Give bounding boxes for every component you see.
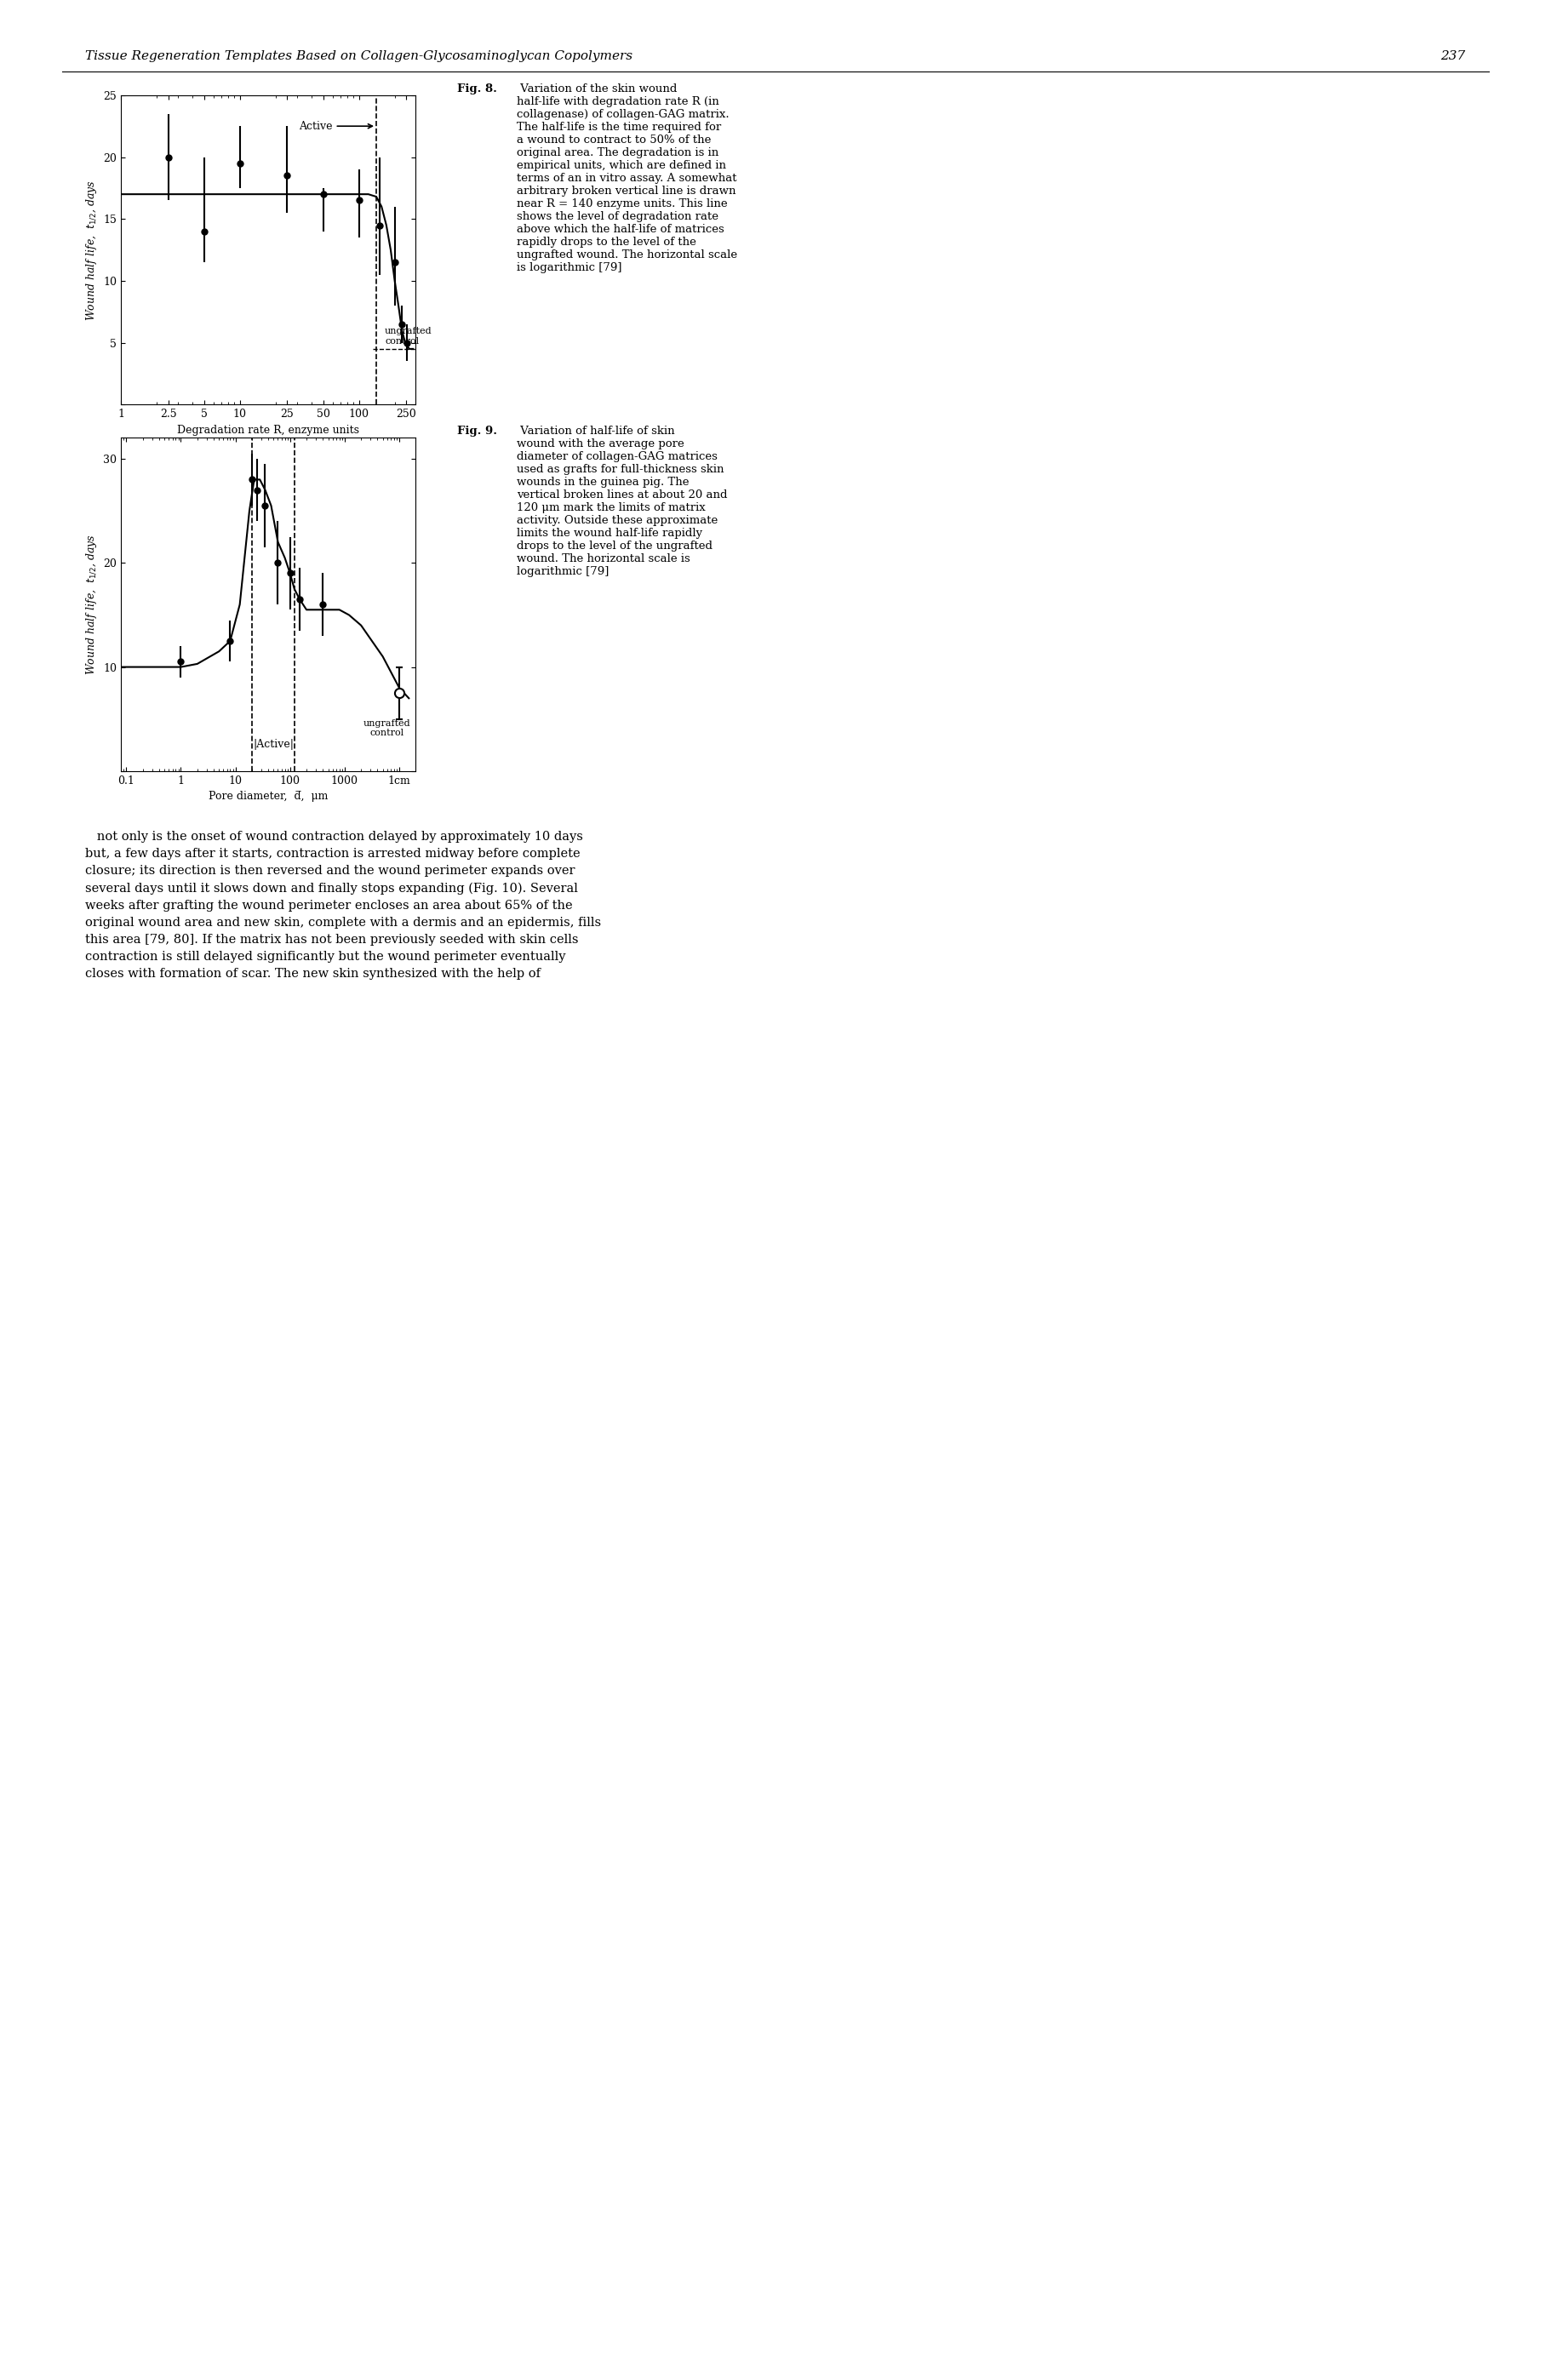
Text: Fig. 8.: Fig. 8.	[458, 83, 498, 95]
Text: Tissue Regeneration Templates Based on Collagen-Glycosaminoglycan Copolymers: Tissue Regeneration Templates Based on C…	[85, 50, 633, 62]
Text: Fig. 9.: Fig. 9.	[458, 426, 498, 438]
Text: |Active|: |Active|	[253, 740, 295, 750]
Y-axis label: Wound half life,  $t_{1/2}$, days: Wound half life, $t_{1/2}$, days	[84, 533, 99, 676]
Text: ungrafted
control: ungrafted control	[363, 719, 411, 738]
Text: Active: Active	[299, 121, 372, 131]
Text: 237: 237	[1441, 50, 1466, 62]
X-axis label: Pore diameter,  d̅,  μm: Pore diameter, d̅, μm	[208, 790, 329, 802]
Text: not only is the onset of wound contraction delayed by approximately 10 days
but,: not only is the onset of wound contracti…	[85, 831, 602, 981]
X-axis label: Degradation rate R, enzyme units: Degradation rate R, enzyme units	[177, 424, 360, 436]
Text: Variation of half-life of skin
wound with the average pore
diameter of collagen-: Variation of half-life of skin wound wit…	[516, 426, 727, 578]
Text: Variation of the skin wound
half-life with degradation rate R (in
collagenase) o: Variation of the skin wound half-life wi…	[516, 83, 737, 274]
Text: ungrafted
control: ungrafted control	[385, 326, 433, 345]
Y-axis label: Wound half life,  $t_{1/2}$, days: Wound half life, $t_{1/2}$, days	[84, 178, 99, 321]
